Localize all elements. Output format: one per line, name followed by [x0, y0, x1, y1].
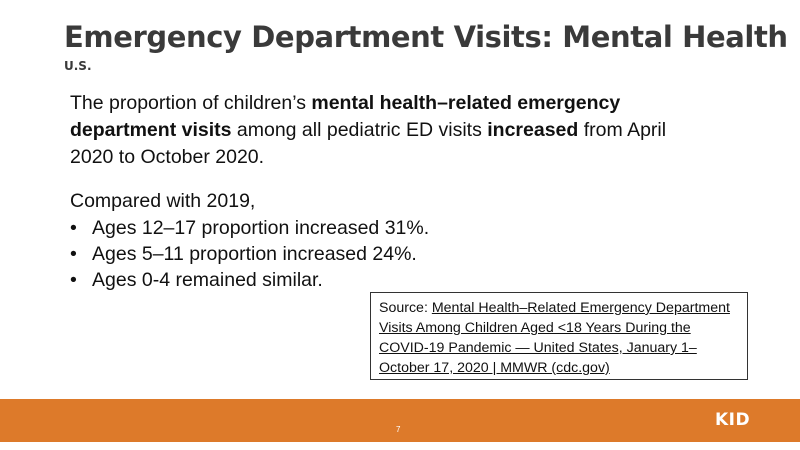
bullet-icon: • — [70, 269, 77, 291]
bullet-item: • Ages 12–17 proportion increased 31%. — [70, 215, 429, 241]
bullet-item: • Ages 5–11 proportion increased 24%. — [70, 241, 429, 267]
bullet-item: • Ages 0-4 remained similar. — [70, 267, 429, 293]
slide-title: Emergency Department Visits: Mental Heal… — [64, 20, 788, 54]
source-box: Source: Mental Health–Related Emergency … — [370, 292, 748, 380]
bullet-icon: • — [70, 243, 77, 265]
page-number: 7 — [396, 425, 401, 434]
bullet-text: Ages 5–11 proportion increased 24%. — [92, 243, 417, 265]
paragraph-bold-2: increased — [487, 119, 579, 141]
bullet-text: Ages 0-4 remained similar. — [92, 269, 323, 291]
main-paragraph: The proportion of children’s mental heal… — [70, 90, 680, 171]
bullet-text: Ages 12–17 proportion increased 31%. — [92, 217, 430, 239]
slide-subtitle: U.S. — [64, 59, 92, 73]
source-link[interactable]: Mental Health–Related Emergency Departme… — [379, 300, 730, 376]
paragraph-bold-1: mental health–related emergency departme… — [70, 92, 621, 141]
source-prefix: Source: — [379, 300, 432, 316]
bullet-icon: • — [70, 217, 77, 239]
compare-intro: Compared with 2019, — [70, 190, 256, 212]
paragraph-text-1: The proportion of children’s — [70, 92, 312, 114]
footer-bar — [0, 399, 800, 442]
paragraph-text-3: from April 2020 to October 2020. — [70, 119, 667, 168]
kid-logo: KID — [715, 410, 751, 430]
paragraph-text-2: among all pediatric ED visits — [231, 119, 488, 141]
bullet-list: • Ages 12–17 proportion increased 31%. • A… — [70, 215, 429, 293]
